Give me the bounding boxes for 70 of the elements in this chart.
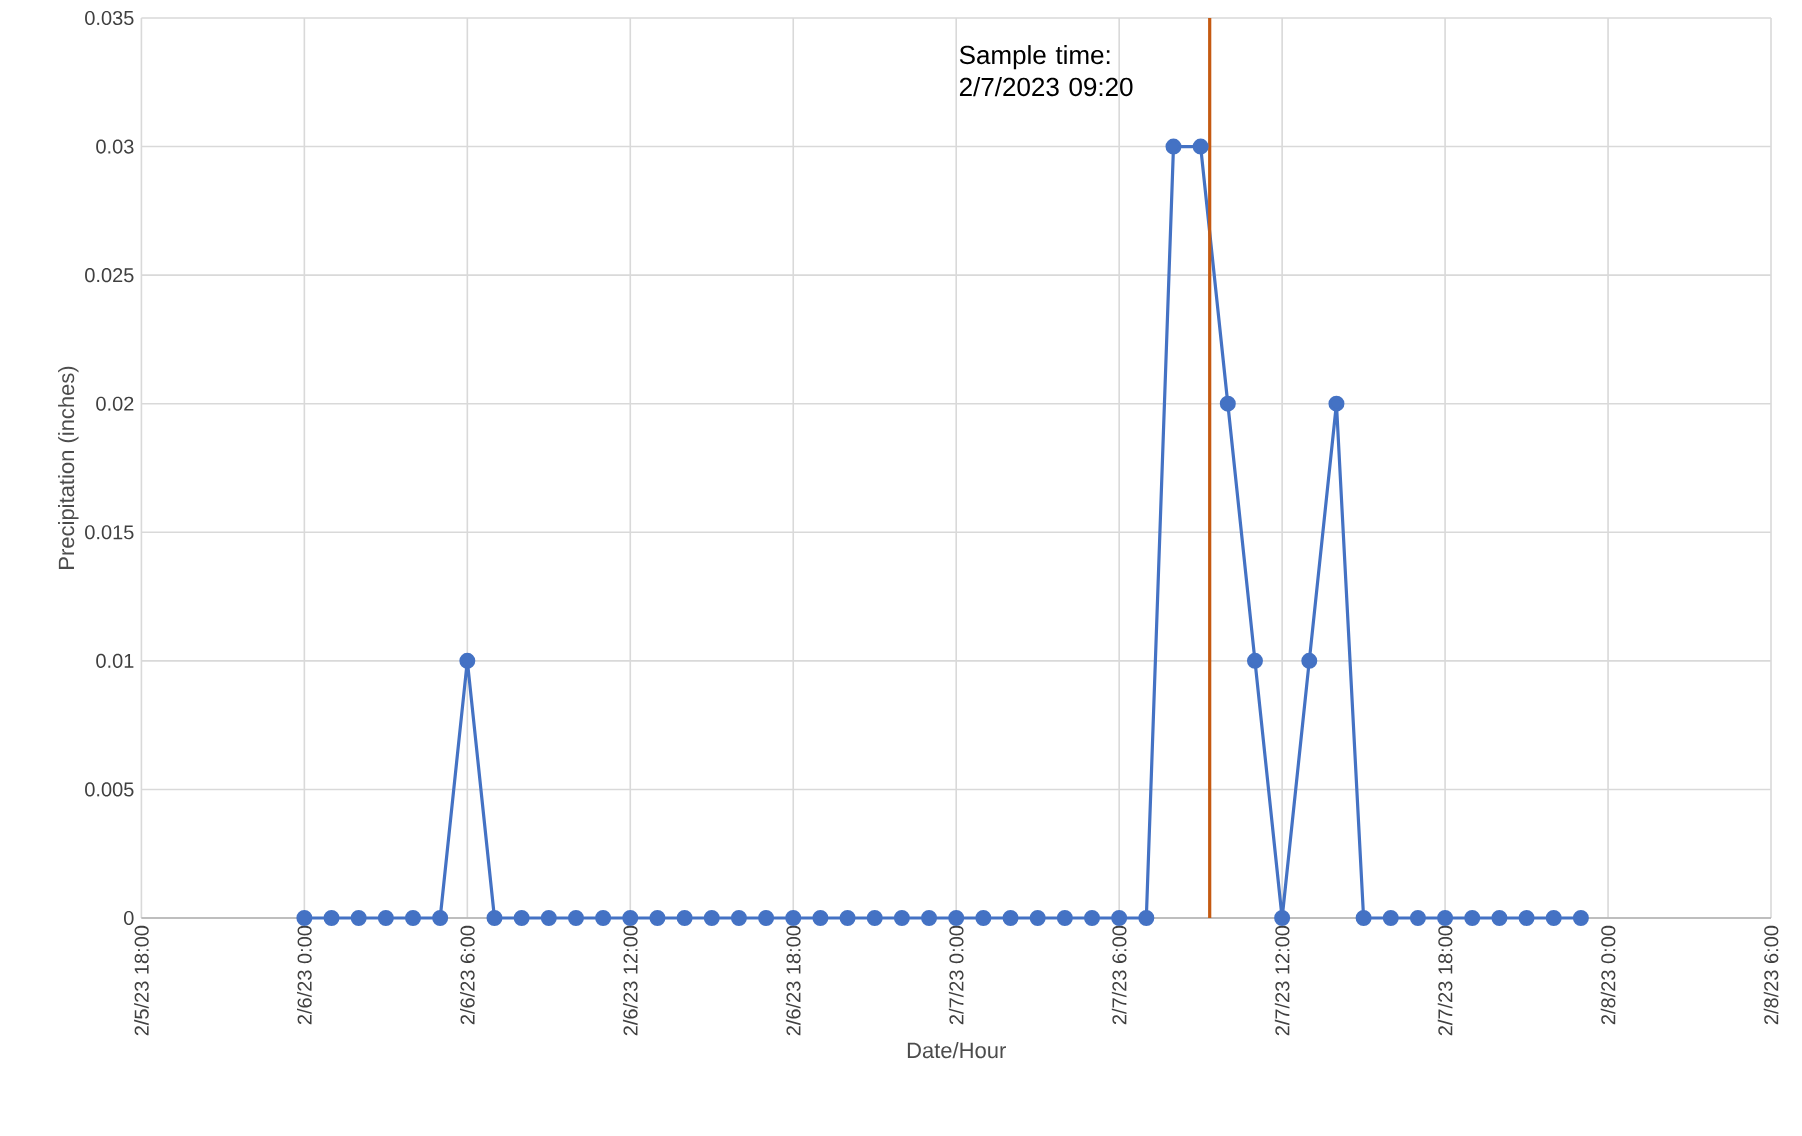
- point: [1572, 910, 1589, 926]
- point: [1002, 910, 1019, 926]
- y-tick-label: 0.025: [85, 268, 134, 283]
- point: [1464, 910, 1481, 926]
- point: [567, 910, 584, 926]
- point: [1491, 910, 1508, 926]
- point: [1056, 910, 1073, 926]
- point: [1328, 395, 1345, 412]
- point: [703, 910, 720, 926]
- point: [839, 910, 856, 926]
- point: [1382, 910, 1399, 926]
- x-tick-label: 2/8/23 0:00: [1600, 925, 1616, 1025]
- y-tick-label: 0.015: [85, 525, 134, 540]
- point: [1138, 910, 1155, 926]
- point: [730, 910, 747, 926]
- x-tick-label: 2/6/23 18:00: [785, 925, 801, 1036]
- x-tick-label: 2/6/23 12:00: [622, 925, 638, 1036]
- point: [1029, 910, 1046, 926]
- x-tick-label: 2/6/23 6:00: [459, 925, 475, 1025]
- y-tick-label: 0: [124, 910, 134, 926]
- y-tick-label: 0.01: [96, 653, 134, 668]
- point: [595, 910, 612, 926]
- point: [1246, 652, 1263, 669]
- point: [459, 652, 476, 669]
- point: [758, 910, 775, 926]
- y-tick-label: 0.02: [96, 396, 134, 411]
- ref-line-label: Sample time: 2/7/2023 09:20: [959, 45, 1133, 97]
- point: [975, 910, 992, 926]
- point: [296, 910, 313, 926]
- y-tick-label: 0.005: [85, 782, 134, 797]
- point: [649, 910, 666, 926]
- point: [513, 910, 530, 926]
- point: [1219, 395, 1236, 412]
- point: [1437, 910, 1454, 926]
- point: [1111, 910, 1128, 926]
- x-tick-label: 2/7/23 12:00: [1274, 925, 1290, 1036]
- point: [893, 910, 910, 926]
- point: [1545, 910, 1562, 926]
- y-axis-title: Precipitation (inches): [58, 366, 79, 569]
- point: [1355, 910, 1372, 926]
- point: [1409, 910, 1426, 926]
- point: [622, 910, 639, 926]
- point: [1084, 910, 1101, 926]
- point: [1165, 138, 1182, 155]
- x-tick-label: 2/7/23 18:00: [1437, 925, 1453, 1036]
- point: [432, 910, 449, 926]
- point: [866, 910, 883, 926]
- point: [676, 910, 693, 926]
- point: [486, 910, 503, 926]
- y-tick-label: 0.03: [96, 139, 134, 154]
- x-tick-label: 2/6/23 0:00: [297, 925, 312, 1025]
- point: [1274, 910, 1291, 926]
- point: [1301, 652, 1318, 669]
- point: [812, 910, 829, 926]
- point: [1192, 138, 1209, 155]
- point: [405, 910, 422, 926]
- point: [323, 910, 340, 926]
- x-tick-label: 2/5/23 18:00: [134, 925, 149, 1036]
- point: [785, 910, 802, 926]
- point: [921, 910, 938, 926]
- point: [540, 910, 557, 926]
- point: [377, 910, 394, 926]
- point: [1518, 910, 1535, 926]
- y-tick-label: 0.035: [85, 10, 134, 26]
- x-tick-label: 2/7/23 0:00: [948, 925, 964, 1025]
- x-axis-title: Date/Hour: [907, 1042, 1006, 1059]
- x-tick-label: 2/8/23 6:00: [1763, 925, 1779, 1025]
- point: [948, 910, 965, 926]
- x-tick-label: 2/7/23 6:00: [1111, 925, 1127, 1025]
- point: [350, 910, 367, 926]
